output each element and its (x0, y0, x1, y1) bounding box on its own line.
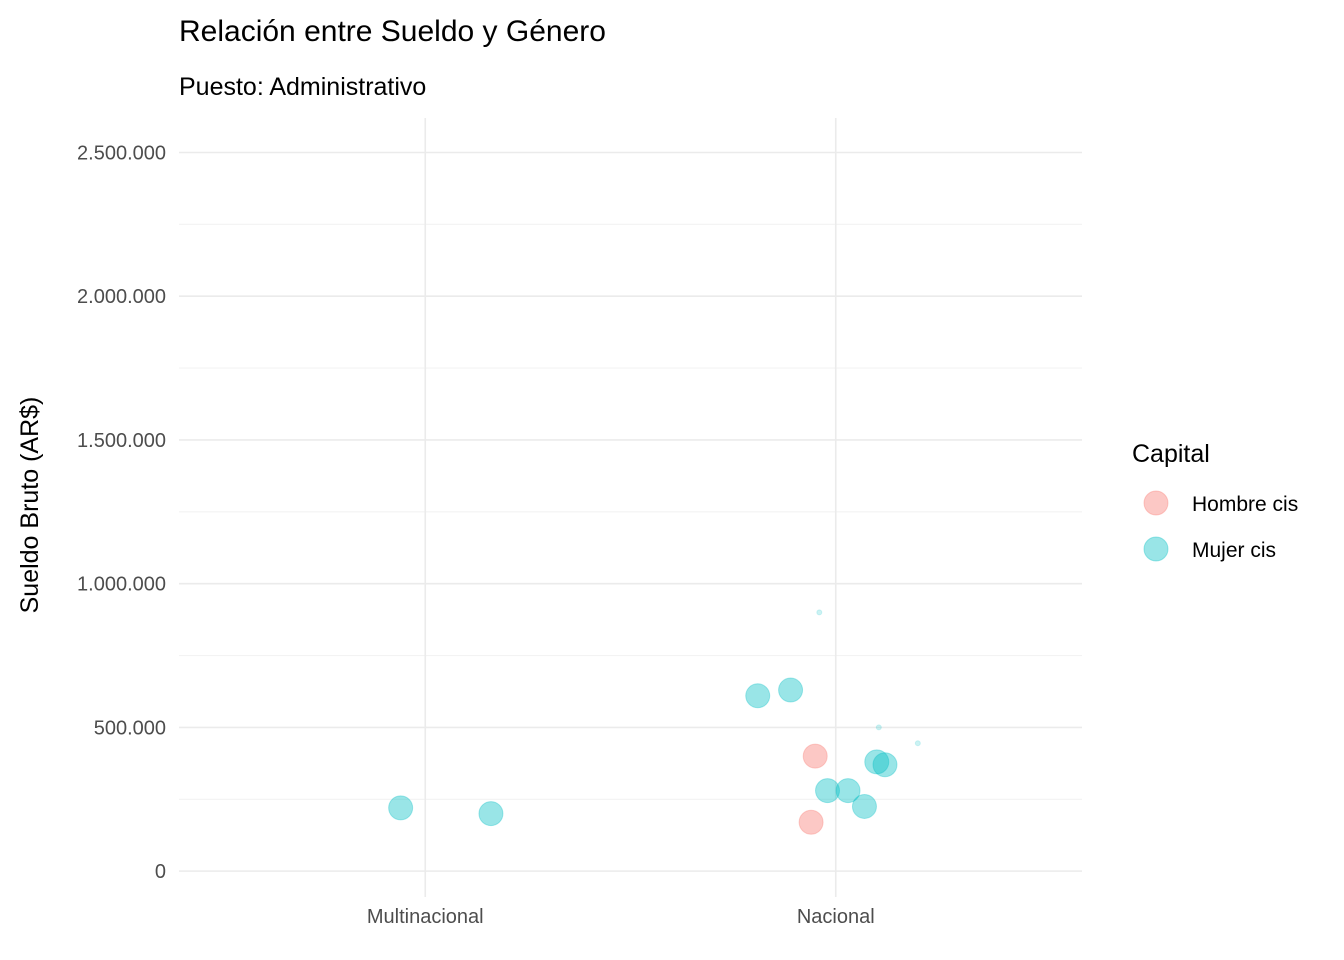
data-point-hombre-cis (798, 809, 824, 835)
x-tick-label: Multinacional (367, 906, 484, 928)
data-points (388, 609, 921, 835)
x-tick-label: Nacional (797, 906, 875, 928)
data-point-mujer-cis (778, 677, 804, 703)
data-point-mujer-cis (745, 683, 771, 709)
x-axis-ticks: Multinacional Nacional (367, 906, 875, 928)
minor-gridlines (179, 223, 1082, 800)
y-tick-label: 500.000 (94, 717, 166, 739)
y-axis-title: Sueldo Bruto (AR$) (16, 397, 44, 614)
data-point-mujer-cis (872, 752, 898, 778)
legend-label: Mujer cis (1192, 539, 1276, 562)
y-axis-ticks: 0 500.000 1.000.000 1.500.000 2.000.000 2.500… (77, 142, 166, 883)
legend-title: Capital (1132, 440, 1210, 468)
y-tick-label: 2.500.000 (77, 142, 166, 164)
data-point-mujer-cis (851, 793, 877, 819)
chart-subtitle: Puesto: Administrativo (179, 73, 426, 101)
data-point-mujer-cis (875, 724, 882, 731)
y-tick-label: 1.000.000 (77, 574, 166, 596)
data-point-mujer-cis (835, 778, 861, 804)
y-tick-label: 1.500.000 (77, 430, 166, 452)
data-point-mujer-cis (914, 740, 921, 747)
legend-key-hombre-cis (1143, 490, 1169, 516)
data-point-mujer-cis (815, 778, 841, 804)
data-point-mujer-cis (864, 749, 890, 775)
data-point-mujer-cis (388, 795, 414, 821)
legend-key-mujer-cis (1143, 536, 1169, 562)
legend: Capital Hombre cis Mujer cis (1132, 440, 1298, 562)
data-point-mujer-cis (478, 801, 504, 827)
chart-title: Relación entre Sueldo y Género (179, 15, 606, 48)
y-tick-label: 0 (155, 861, 166, 883)
data-point-mujer-cis (816, 609, 823, 616)
data-point-hombre-cis (802, 743, 828, 769)
legend-label: Hombre cis (1192, 493, 1298, 516)
major-gridlines (179, 118, 1082, 897)
y-tick-label: 2.000.000 (77, 286, 166, 308)
